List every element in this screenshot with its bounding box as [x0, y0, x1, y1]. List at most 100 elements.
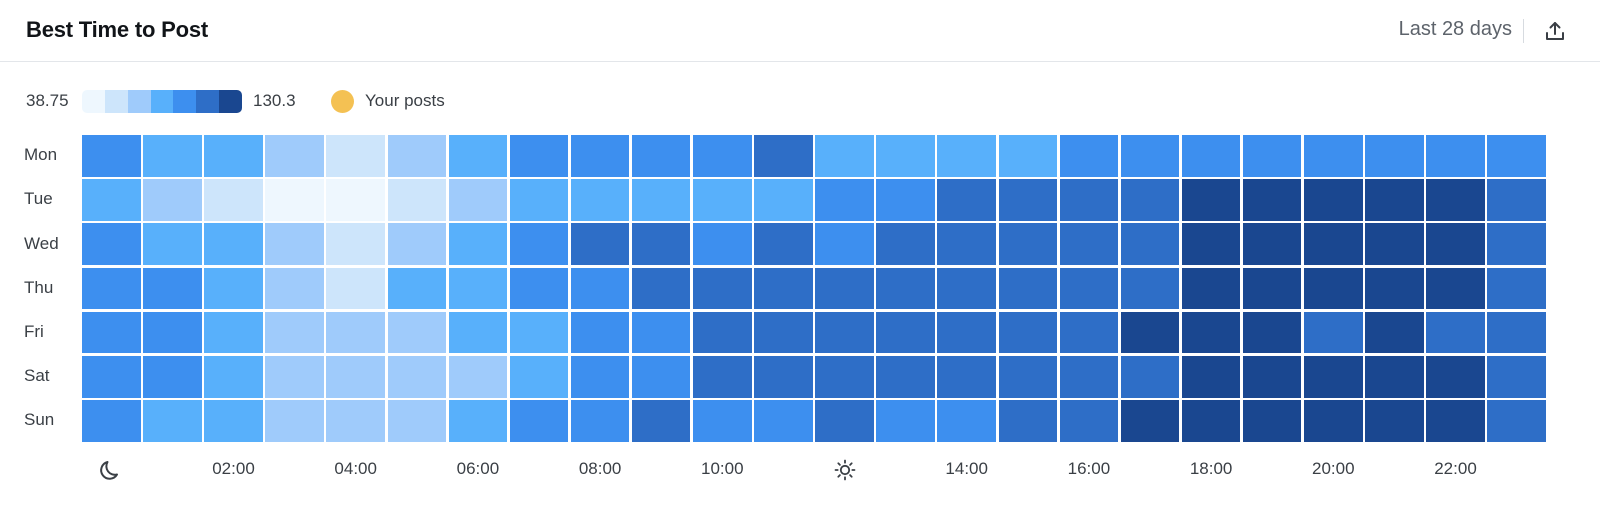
heatmap-cell[interactable] — [143, 267, 202, 310]
heatmap-cell[interactable] — [509, 400, 569, 442]
heatmap-cell[interactable] — [387, 400, 447, 442]
heatmap-cell[interactable] — [1365, 135, 1424, 177]
heatmap-cell[interactable] — [1304, 179, 1363, 221]
heatmap-cell[interactable] — [143, 135, 202, 177]
heatmap-cell[interactable] — [1059, 267, 1119, 310]
heatmap-cell[interactable] — [82, 223, 141, 266]
heatmap-cell[interactable] — [204, 223, 263, 266]
heatmap-cell[interactable] — [998, 267, 1058, 310]
heatmap-cell[interactable] — [937, 267, 996, 310]
heatmap-cell[interactable] — [143, 311, 202, 354]
heatmap-cell[interactable] — [265, 135, 324, 177]
heatmap-cell[interactable] — [1304, 400, 1363, 442]
heatmap-cell[interactable] — [1242, 267, 1302, 310]
heatmap-cell[interactable] — [754, 311, 813, 354]
heatmap-cell[interactable] — [693, 135, 752, 177]
heatmap-cell[interactable] — [693, 356, 752, 398]
heatmap-cell[interactable] — [937, 179, 996, 221]
heatmap-cell[interactable] — [509, 135, 569, 177]
heatmap-cell[interactable] — [1304, 135, 1363, 177]
heatmap-cell[interactable] — [82, 356, 141, 398]
heatmap-cell[interactable] — [509, 356, 569, 398]
heatmap-cell[interactable] — [1304, 223, 1363, 266]
heatmap-cell[interactable] — [326, 223, 385, 266]
heatmap-cell[interactable] — [1059, 135, 1119, 177]
heatmap-cell[interactable] — [143, 179, 202, 221]
heatmap-cell[interactable] — [265, 311, 324, 354]
heatmap-cell[interactable] — [509, 179, 569, 221]
heatmap-cell[interactable] — [1487, 267, 1546, 310]
heatmap-cell[interactable] — [693, 179, 752, 221]
heatmap-cell[interactable] — [1181, 179, 1241, 221]
heatmap-cell[interactable] — [1426, 223, 1485, 266]
heatmap-cell[interactable] — [876, 135, 935, 177]
heatmap-cell[interactable] — [1365, 223, 1424, 266]
heatmap-cell[interactable] — [204, 135, 263, 177]
heatmap-cell[interactable] — [876, 223, 935, 266]
heatmap-cell[interactable] — [815, 135, 874, 177]
heatmap-cell[interactable] — [876, 356, 935, 398]
heatmap-cell[interactable] — [387, 356, 447, 398]
heatmap-cell[interactable] — [754, 135, 813, 177]
heatmap-cell[interactable] — [448, 179, 508, 221]
heatmap-cell[interactable] — [1059, 311, 1119, 354]
heatmap-cell[interactable] — [448, 267, 508, 310]
heatmap-cell[interactable] — [631, 179, 691, 221]
heatmap-cell[interactable] — [631, 135, 691, 177]
heatmap-cell[interactable] — [265, 356, 324, 398]
heatmap-cell[interactable] — [693, 267, 752, 310]
heatmap-cell[interactable] — [815, 311, 874, 354]
heatmap-cell[interactable] — [693, 400, 752, 442]
heatmap-cell[interactable] — [570, 267, 630, 310]
heatmap-cell[interactable] — [387, 135, 447, 177]
heatmap-cell[interactable] — [1426, 179, 1485, 221]
heatmap-cell[interactable] — [509, 223, 569, 266]
heatmap-cell[interactable] — [82, 267, 141, 310]
heatmap-cell[interactable] — [204, 267, 263, 310]
heatmap-cell[interactable] — [1181, 400, 1241, 442]
heatmap-cell[interactable] — [631, 400, 691, 442]
heatmap-cell[interactable] — [754, 267, 813, 310]
heatmap-cell[interactable] — [1365, 311, 1424, 354]
heatmap-cell[interactable] — [448, 356, 508, 398]
heatmap-cell[interactable] — [1365, 267, 1424, 310]
heatmap-cell[interactable] — [937, 223, 996, 266]
heatmap-cell[interactable] — [326, 179, 385, 221]
date-range-selector[interactable]: Last 28 days — [1398, 18, 1512, 40]
heatmap-cell[interactable] — [143, 356, 202, 398]
heatmap-cell[interactable] — [693, 311, 752, 354]
heatmap-cell[interactable] — [1242, 311, 1302, 354]
heatmap-cell[interactable] — [1242, 356, 1302, 398]
heatmap-cell[interactable] — [326, 356, 385, 398]
heatmap-cell[interactable] — [1120, 311, 1180, 354]
heatmap-cell[interactable] — [509, 267, 569, 310]
heatmap-cell[interactable] — [876, 179, 935, 221]
heatmap-cell[interactable] — [387, 179, 447, 221]
heatmap-cell[interactable] — [387, 223, 447, 266]
heatmap-cell[interactable] — [326, 135, 385, 177]
heatmap-cell[interactable] — [998, 311, 1058, 354]
heatmap-cell[interactable] — [1487, 356, 1546, 398]
heatmap-cell[interactable] — [387, 311, 447, 354]
heatmap-cell[interactable] — [815, 223, 874, 266]
heatmap-cell[interactable] — [1426, 356, 1485, 398]
heatmap-cell[interactable] — [1120, 400, 1180, 442]
heatmap-cell[interactable] — [1059, 179, 1119, 221]
heatmap-cell[interactable] — [448, 135, 508, 177]
heatmap-cell[interactable] — [1181, 356, 1241, 398]
heatmap-cell[interactable] — [204, 179, 263, 221]
heatmap-cell[interactable] — [570, 179, 630, 221]
heatmap-cell[interactable] — [1426, 267, 1485, 310]
heatmap-cell[interactable] — [448, 223, 508, 266]
heatmap-cell[interactable] — [1242, 135, 1302, 177]
heatmap-cell[interactable] — [82, 311, 141, 354]
heatmap-cell[interactable] — [1426, 135, 1485, 177]
heatmap-cell[interactable] — [1426, 400, 1485, 442]
heatmap-cell[interactable] — [1181, 223, 1241, 266]
heatmap-cell[interactable] — [1365, 356, 1424, 398]
heatmap-cell[interactable] — [1365, 179, 1424, 221]
heatmap-cell[interactable] — [143, 400, 202, 442]
heatmap-cell[interactable] — [1365, 400, 1424, 442]
heatmap-cell[interactable] — [82, 135, 141, 177]
export-button[interactable] — [1540, 16, 1570, 46]
